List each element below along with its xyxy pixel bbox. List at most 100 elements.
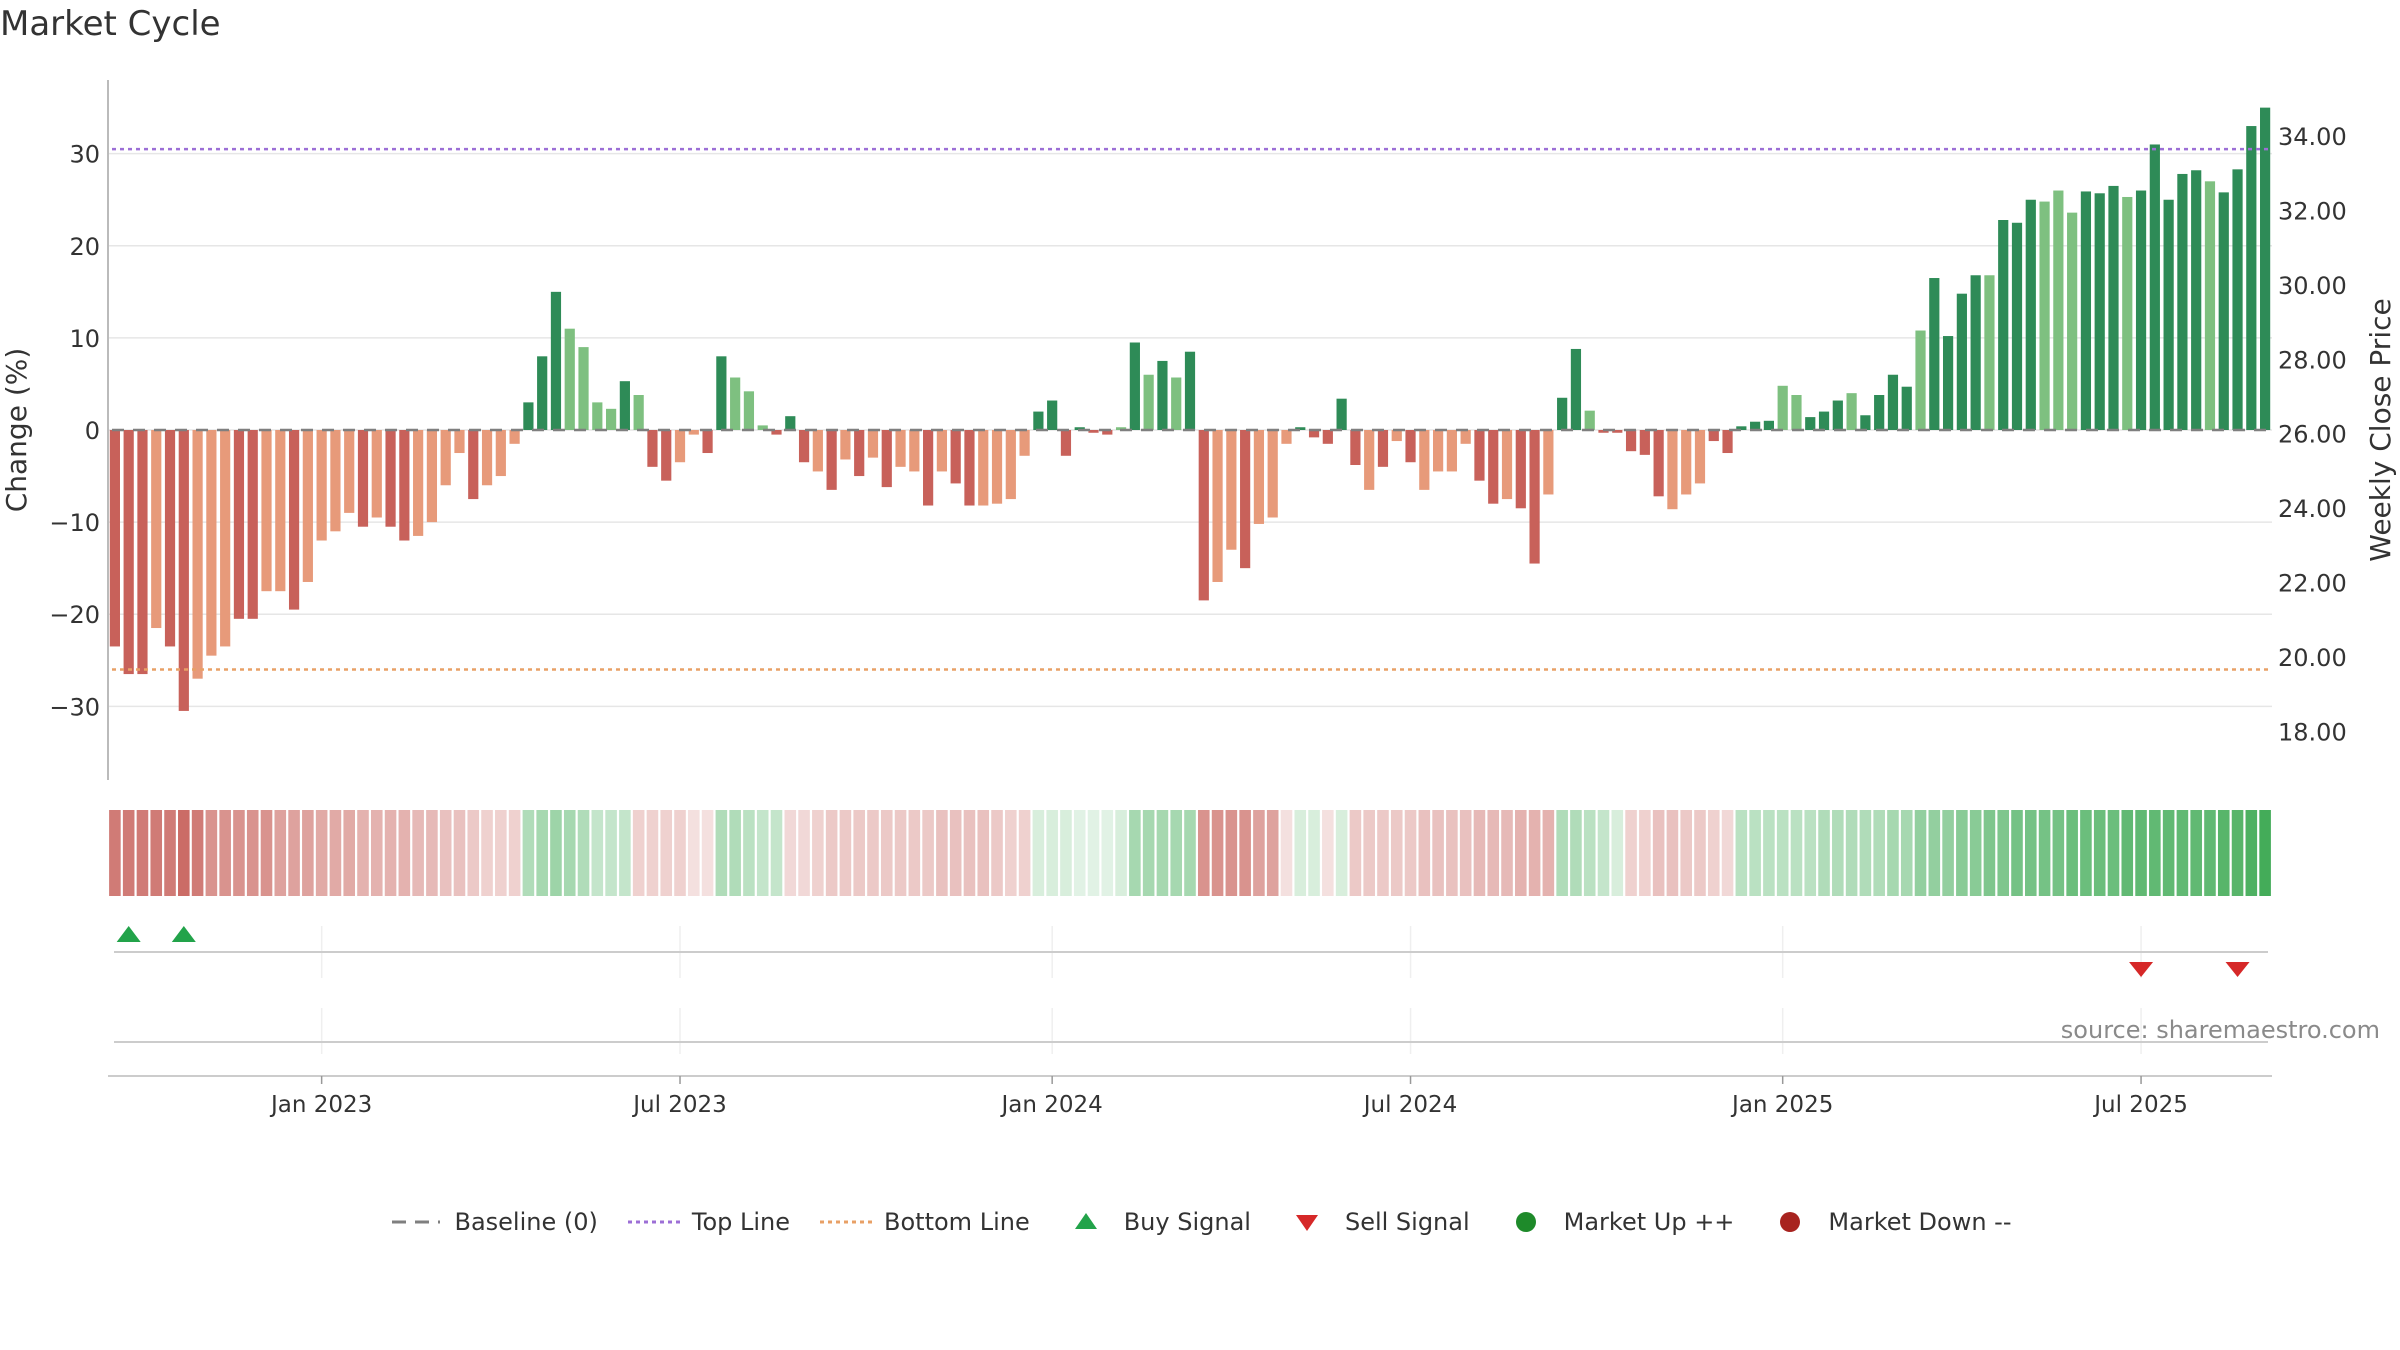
heat-cell bbox=[1018, 810, 1031, 896]
change-bar bbox=[426, 430, 438, 523]
heat-cell bbox=[812, 810, 824, 896]
y-tick-label: 10 bbox=[69, 325, 100, 353]
change-bar bbox=[1391, 430, 1402, 442]
heat-cell bbox=[770, 810, 783, 896]
change-bar bbox=[964, 430, 975, 506]
heat-cell bbox=[922, 810, 934, 896]
baseline-swatch-icon bbox=[392, 1220, 441, 1224]
legend-top-line[interactable]: Top Line bbox=[626, 1208, 790, 1236]
sell-signal-marker bbox=[2129, 962, 2154, 977]
change-bar bbox=[1543, 430, 1554, 495]
buy-signal-marker bbox=[171, 926, 196, 942]
change-bar bbox=[1584, 410, 1595, 430]
heat-cell bbox=[398, 810, 411, 896]
heat-cell bbox=[605, 810, 617, 896]
legend-sell-signal[interactable]: Sell Signal bbox=[1279, 1208, 1470, 1236]
change-bar bbox=[468, 430, 479, 500]
change-bar bbox=[1860, 415, 1871, 430]
change-bar bbox=[1129, 342, 1140, 430]
heat-cell bbox=[1349, 810, 1362, 896]
heat-cell bbox=[1115, 810, 1127, 896]
heat-cell bbox=[1377, 810, 1389, 896]
heat-cell bbox=[246, 810, 259, 896]
y-tick-label: 20 bbox=[69, 233, 100, 261]
heat-cell bbox=[1528, 810, 1541, 896]
heat-cell bbox=[2121, 810, 2134, 896]
change-bar bbox=[2177, 173, 2188, 430]
change-bar bbox=[1763, 420, 1775, 430]
heat-cell bbox=[2217, 810, 2230, 896]
change-bar bbox=[1212, 430, 1223, 582]
legend-label: Baseline (0) bbox=[454, 1208, 598, 1236]
y2-tick-label: 28.00 bbox=[2278, 346, 2347, 374]
heat-cell bbox=[1487, 810, 1500, 896]
heat-cell bbox=[1156, 810, 1169, 896]
legend-market-up[interactable]: Market Up ++ bbox=[1498, 1208, 1734, 1236]
change-bar bbox=[330, 430, 341, 532]
heat-cell bbox=[1570, 810, 1582, 896]
heat-cell bbox=[839, 810, 852, 896]
market-up-dot-icon bbox=[1515, 1212, 1536, 1232]
change-bar bbox=[1295, 427, 1306, 430]
change-bar bbox=[1336, 398, 1347, 430]
heat-cell bbox=[577, 810, 590, 896]
heat-cell bbox=[343, 810, 355, 896]
heat-cell bbox=[150, 810, 163, 896]
heat-cell bbox=[2259, 810, 2271, 896]
legend-market-down[interactable]: Market Down -- bbox=[1762, 1208, 2012, 1236]
heat-cell bbox=[122, 810, 135, 896]
legend-buy-signal[interactable]: Buy Signal bbox=[1058, 1208, 1251, 1236]
change-bar bbox=[2191, 170, 2202, 430]
change-bar bbox=[192, 430, 203, 679]
legend-baseline[interactable]: Baseline (0) bbox=[388, 1208, 598, 1236]
heat-cell bbox=[701, 810, 714, 896]
heat-cell bbox=[1707, 810, 1720, 896]
change-bar bbox=[688, 430, 699, 435]
heat-cell bbox=[963, 810, 976, 896]
change-bar bbox=[1184, 351, 1196, 430]
heat-cell bbox=[1625, 810, 1637, 896]
change-bar bbox=[2011, 222, 2023, 430]
heat-cell bbox=[1666, 810, 1679, 896]
change-bar bbox=[564, 328, 575, 430]
change-bar bbox=[288, 430, 300, 610]
heat-cell bbox=[426, 810, 438, 896]
x-axis: Jan 2023 Jul 2023 Jan 2024 Jul 2024 Jan 2025… bbox=[108, 1075, 2272, 1118]
change-bar bbox=[702, 430, 713, 454]
heat-cell bbox=[2231, 810, 2244, 896]
cycle-heat-strip bbox=[109, 810, 2271, 896]
change-bar bbox=[578, 347, 589, 430]
heat-cell bbox=[1501, 810, 1513, 896]
change-bar bbox=[261, 430, 272, 592]
source-note: source: sharemaestro.com bbox=[2060, 1016, 2380, 1044]
change-bar bbox=[1970, 275, 1981, 430]
change-bar bbox=[2246, 126, 2257, 430]
change-bar bbox=[1115, 427, 1127, 430]
change-bar bbox=[275, 430, 286, 592]
heat-cell bbox=[109, 810, 121, 896]
heat-cell bbox=[439, 810, 452, 896]
heat-cell bbox=[1390, 810, 1403, 896]
change-bar bbox=[1474, 430, 1485, 481]
heat-cell bbox=[1832, 810, 1844, 896]
change-bar bbox=[151, 430, 162, 629]
change-bar bbox=[206, 430, 217, 656]
change-bar bbox=[2108, 185, 2119, 430]
heat-cell bbox=[1942, 810, 1954, 896]
heat-cell bbox=[1129, 810, 1141, 896]
change-bar bbox=[840, 430, 851, 460]
heat-cell bbox=[2245, 810, 2258, 896]
heat-cell bbox=[1956, 810, 1968, 896]
heat-cell bbox=[1239, 810, 1251, 896]
legend-bottom-line[interactable]: Bottom Line bbox=[818, 1208, 1030, 1236]
heat-cell bbox=[1887, 810, 1899, 896]
heat-cell bbox=[1087, 810, 1100, 896]
change-bar bbox=[371, 430, 382, 518]
change-bar bbox=[137, 430, 148, 675]
x-tick-label: Jul 2023 bbox=[631, 1092, 727, 1118]
y2-tick-label: 26.00 bbox=[2278, 421, 2347, 449]
heat-cell bbox=[550, 810, 562, 896]
y2-tick-label: 32.00 bbox=[2278, 197, 2347, 225]
change-bar bbox=[1240, 430, 1251, 569]
